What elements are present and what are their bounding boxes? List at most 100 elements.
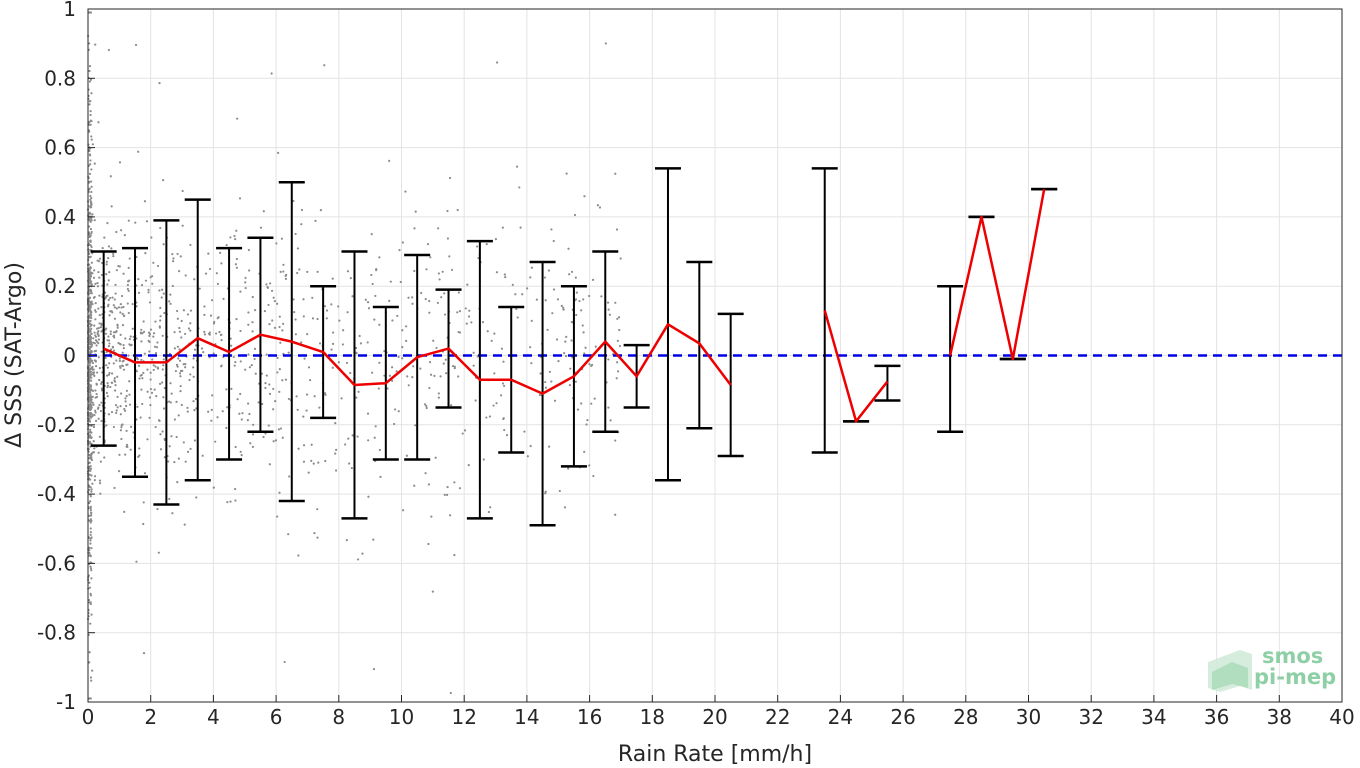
scatter-point xyxy=(97,307,100,310)
scatter-point xyxy=(178,270,181,273)
scatter-point xyxy=(120,426,123,429)
scatter-point xyxy=(150,236,153,239)
scatter-point xyxy=(100,350,103,353)
scatter-point xyxy=(424,472,427,475)
scatter-point xyxy=(265,353,268,356)
scatter-point xyxy=(159,226,162,230)
scatter-point xyxy=(395,370,398,373)
scatter-point xyxy=(193,278,196,281)
scatter-point xyxy=(89,527,92,530)
scatter-point xyxy=(456,311,459,314)
scatter-point xyxy=(493,332,496,335)
scatter-point xyxy=(427,483,431,486)
logo-wave-icon-front xyxy=(1212,662,1248,690)
scatter-point xyxy=(247,353,250,356)
scatter-point xyxy=(614,301,617,304)
scatter-point xyxy=(501,226,504,229)
scatter-point xyxy=(331,331,335,334)
scatter-point xyxy=(93,342,97,345)
scatter-point xyxy=(515,165,519,168)
scatter-point xyxy=(140,328,143,331)
scatter-point xyxy=(434,456,437,459)
scatter-point xyxy=(277,151,280,155)
scatter-point xyxy=(495,271,499,274)
scatter-point xyxy=(355,351,358,354)
scatter-point xyxy=(88,80,92,83)
scatter-point xyxy=(97,334,100,338)
scatter-point xyxy=(252,423,255,426)
scatter-point xyxy=(129,448,132,451)
scatter-point xyxy=(543,276,546,279)
scatter-point xyxy=(90,245,93,249)
scatter-point xyxy=(173,347,176,350)
scatter-point xyxy=(90,343,94,346)
scatter-point xyxy=(346,311,349,314)
x-axis-label: Rain Rate [mm/h] xyxy=(618,742,812,767)
scatter-point xyxy=(176,365,179,368)
scatter-point xyxy=(89,220,92,223)
scatter-point xyxy=(90,202,93,205)
scatter-point xyxy=(547,269,551,272)
scatter-point xyxy=(461,432,464,435)
scatter-point xyxy=(282,263,285,266)
x-tick-label: 14 xyxy=(514,705,539,729)
scatter-point xyxy=(373,318,376,321)
scatter-point xyxy=(147,291,150,294)
scatter-point xyxy=(107,303,110,306)
scatter-point xyxy=(334,422,337,425)
scatter-point xyxy=(89,500,92,503)
scatter-point xyxy=(152,335,155,338)
scatter-point xyxy=(230,387,233,390)
scatter-point xyxy=(594,345,597,348)
scatter-point xyxy=(111,296,114,299)
scatter-point xyxy=(405,454,408,457)
scatter-point xyxy=(107,245,111,248)
scatter-point xyxy=(203,330,206,333)
scatter-point xyxy=(446,237,450,240)
scatter-point xyxy=(405,325,408,328)
scatter-point xyxy=(548,370,551,373)
scatter-point xyxy=(466,283,469,286)
scatter-point xyxy=(238,412,241,415)
scatter-point xyxy=(188,378,191,382)
scatter-point xyxy=(337,305,340,308)
scatter-point xyxy=(208,356,211,359)
scatter-point xyxy=(212,352,215,355)
scatter-point xyxy=(292,298,295,301)
scatter-point xyxy=(156,264,160,268)
x-tick-label: 38 xyxy=(1267,705,1292,729)
scatter-point xyxy=(298,268,301,271)
scatter-point xyxy=(302,298,305,301)
scatter-point xyxy=(273,326,277,329)
scatter-point xyxy=(529,276,532,279)
scatter-point xyxy=(449,691,452,695)
scatter-point xyxy=(378,361,381,364)
mean-line-segment xyxy=(948,188,1046,361)
scatter-point xyxy=(349,276,352,280)
scatter-point xyxy=(514,293,517,296)
scatter-point xyxy=(276,371,279,374)
scatter-point xyxy=(90,291,93,294)
scatter-point xyxy=(91,413,94,416)
scatter-point xyxy=(351,434,354,437)
scatter-point xyxy=(214,440,217,443)
scatter-point xyxy=(615,228,619,231)
scatter-point xyxy=(88,316,91,319)
scatter-point xyxy=(268,392,272,395)
scatter-point xyxy=(616,317,619,320)
scatter-point xyxy=(88,661,91,664)
scatter-point xyxy=(337,361,341,364)
scatter-point xyxy=(550,228,553,231)
scatter-point xyxy=(88,65,92,68)
scatter-point xyxy=(88,100,91,103)
scatter-point xyxy=(535,298,538,301)
scatter-point xyxy=(399,280,402,284)
scatter-point xyxy=(136,405,139,408)
scatter-point xyxy=(88,514,91,517)
scatter-point xyxy=(89,531,92,534)
scatter-point xyxy=(296,271,299,275)
scatter-point xyxy=(604,42,607,45)
scatter-point xyxy=(270,289,274,292)
scatter-point xyxy=(93,324,96,327)
scatter-point xyxy=(90,92,93,95)
